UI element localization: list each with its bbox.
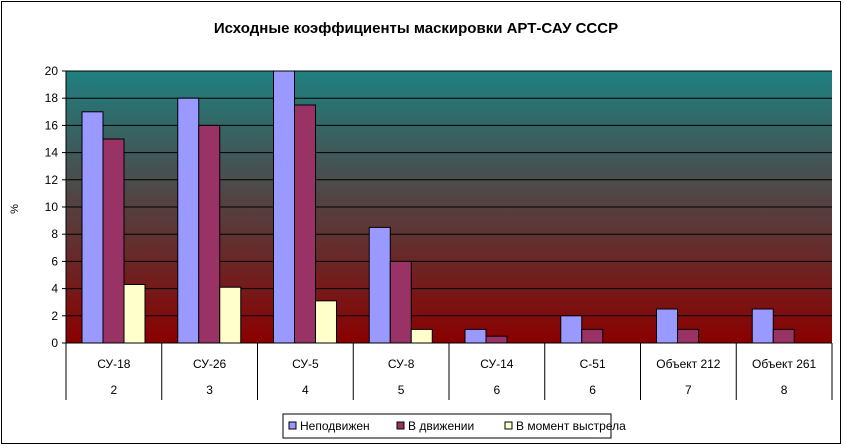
bar-2-1	[102, 138, 125, 344]
y-tick-label: 18	[45, 91, 59, 105]
bar-1-3	[273, 70, 295, 344]
bar-3-1	[123, 284, 146, 344]
x-category-label: С-51	[580, 357, 606, 371]
y-tick-label: 12	[45, 173, 59, 187]
bar-2-3	[294, 104, 316, 344]
bar-2-7	[677, 328, 699, 344]
x-category-sublabel: 4	[302, 383, 309, 397]
y-tick-label: 20	[45, 64, 59, 78]
legend-box	[282, 413, 612, 439]
legend-swatch-1	[288, 421, 297, 430]
bar-1-6	[560, 315, 583, 344]
y-tick-label: 14	[45, 146, 59, 160]
x-category-sublabel: 3	[206, 383, 213, 397]
y-tick-label: 4	[51, 282, 58, 296]
y-tick-label: 6	[51, 254, 58, 268]
bar-2-8	[772, 328, 795, 344]
bar-1-7	[656, 308, 678, 344]
x-category-label: Объект 261	[752, 357, 817, 371]
x-category-label: Объект 212	[656, 357, 721, 371]
bar-1-1	[81, 111, 104, 344]
x-category-label: СУ-26	[193, 357, 227, 371]
x-category-label: СУ-8	[388, 357, 415, 371]
y-tick-label: 16	[45, 118, 59, 132]
bar-1-2	[177, 97, 200, 344]
x-category-sublabel: 6	[589, 383, 596, 397]
y-axis-label: %	[9, 204, 21, 214]
legend-swatch-3	[504, 421, 513, 430]
x-category-label: СУ-14	[480, 357, 514, 371]
bar-1-5	[464, 328, 487, 344]
y-tick-label: 0	[51, 336, 58, 350]
x-category-sublabel: 7	[685, 383, 692, 397]
x-category-sublabel: 5	[398, 383, 405, 397]
y-tick-label: 10	[45, 200, 59, 214]
x-category-label: СУ-18	[97, 357, 131, 371]
bar-2-5	[485, 335, 508, 344]
bar-2-4	[389, 260, 412, 344]
axes-group: 0 2 4 6 8 10 12 14 16 18 20	[45, 64, 67, 350]
x-axis-labels: СУ-18 2 СУ-26 3 СУ-5 4 СУ-8 5 СУ-14 6 С-51 6 Объект …	[65, 342, 833, 400]
legend-label-2: В движении	[408, 419, 474, 433]
bar-3-3	[315, 300, 337, 344]
x-category-sublabel: 6	[494, 383, 501, 397]
bar-1-8	[751, 308, 774, 344]
legend-label-3: В момент выстрела	[516, 419, 626, 433]
legend: Неподвижен В движении В момент выстрела	[282, 413, 626, 439]
x-category-sublabel: 8	[781, 383, 788, 397]
legend-swatch-2	[396, 421, 405, 430]
y-tick-label: 2	[51, 309, 58, 323]
y-tick-label: 8	[51, 227, 58, 241]
bar-3-4	[410, 328, 433, 344]
legend-label-1: Неподвижен	[300, 419, 370, 433]
x-category-label: СУ-5	[292, 357, 319, 371]
x-category-sublabel: 2	[111, 383, 118, 397]
chart-svg: Исходные коэффициенты маскировки АРТ-САУ…	[9, 20, 833, 439]
bar-2-2	[198, 124, 221, 344]
bar-2-6	[581, 328, 604, 344]
bar-1-4	[368, 226, 391, 344]
chart-title: Исходные коэффициенты маскировки АРТ-САУ…	[214, 20, 618, 37]
bar-3-2	[219, 286, 242, 344]
